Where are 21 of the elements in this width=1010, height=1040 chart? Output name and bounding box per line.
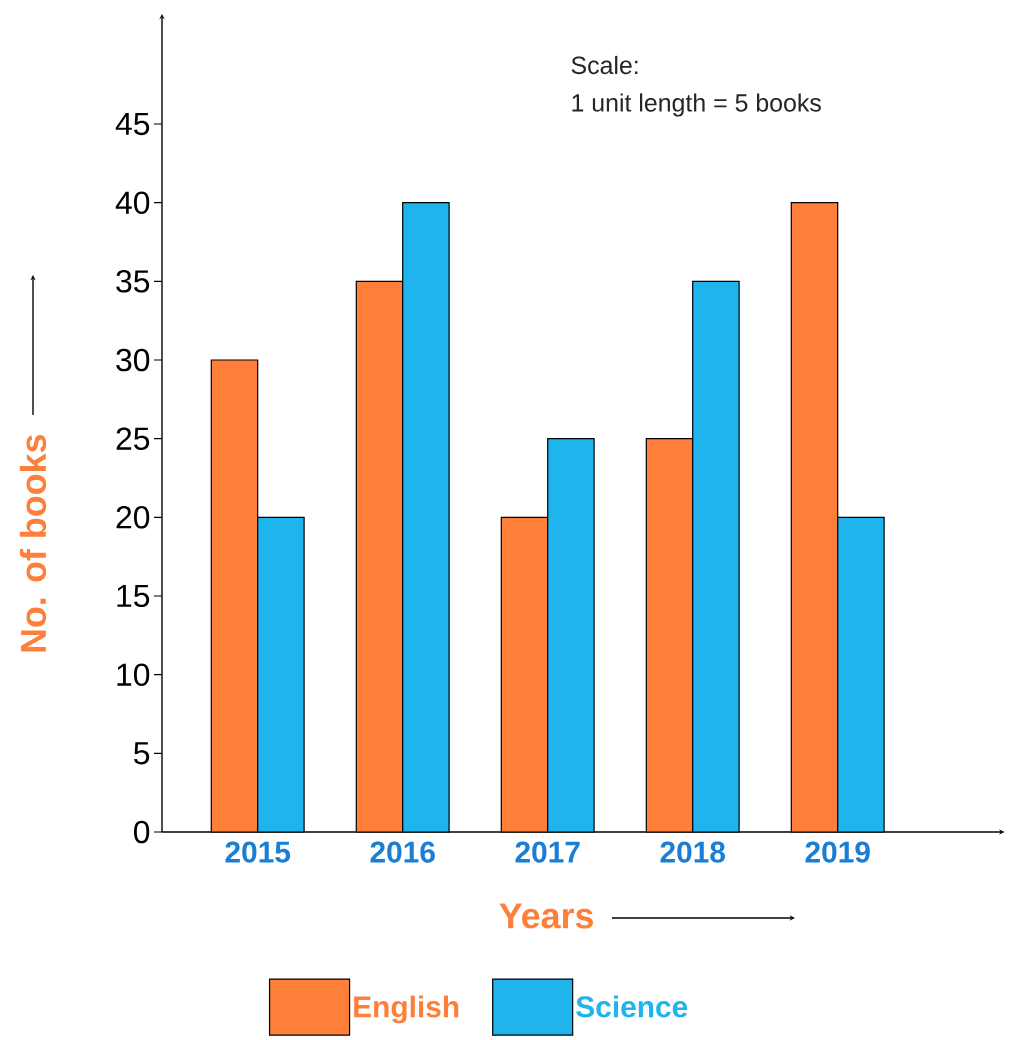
annotation: Scale:: [571, 55, 638, 75]
x-tick-label: 2015: [225, 841, 291, 863]
y-tick-label: 40: [115, 191, 150, 214]
y-tick-label: 45: [115, 112, 150, 136]
x-tick-label: 2019: [805, 841, 870, 863]
annotation: 1 unit length = 5 books: [572, 93, 821, 117]
y-tick-label: 25: [116, 427, 150, 450]
y-tick-label: 0: [134, 820, 150, 844]
y-tick-label: 15: [117, 584, 150, 608]
x-tick-label: 2016: [370, 841, 435, 863]
y-tick-label: 5: [134, 742, 150, 765]
y-tick-label: 20: [116, 506, 150, 529]
y-axis-title: No. of books: [19, 434, 47, 652]
y-tick-label: 30: [116, 348, 150, 372]
y-tick-label: 35: [116, 270, 150, 293]
legend-label: English: [354, 995, 459, 1024]
legend-label: Science: [576, 995, 688, 1018]
y-tick-label: 10: [117, 663, 150, 686]
x-tick-label: 2018: [660, 841, 726, 863]
x-tick-label: 2017: [515, 841, 580, 863]
x-axis-title: Years: [499, 903, 593, 929]
